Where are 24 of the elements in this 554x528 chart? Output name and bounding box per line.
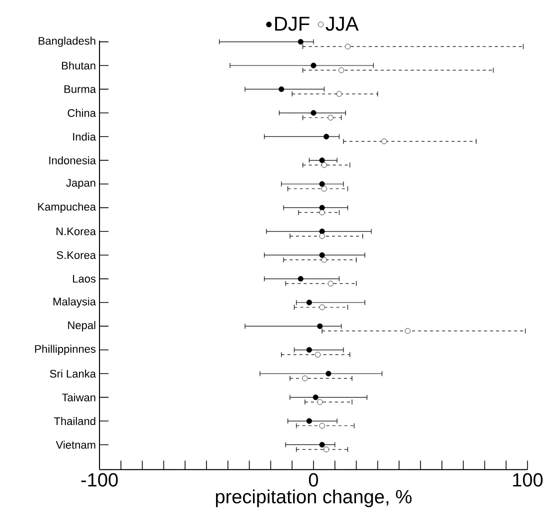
y-tick-label: China — [68, 108, 96, 117]
y-tick-label: Malaysia — [53, 297, 96, 308]
y-tick-label: Nepal — [68, 321, 96, 332]
y-tick-label: India — [73, 132, 96, 141]
x-tick-label: 0 — [308, 473, 318, 487]
legend-label: DJF — [275, 16, 310, 31]
y-tick-label: Laos — [73, 274, 96, 283]
y-tick-label: Japan — [66, 179, 96, 189]
y-tick-label: Burma — [64, 85, 96, 94]
legend-label: JJA — [326, 16, 359, 31]
y-tick-label: Bhutan — [62, 61, 96, 70]
y-tick-label: Indonesia — [49, 156, 96, 164]
x-tick-label: -100 — [81, 473, 118, 487]
y-tick-label: Taiwan — [62, 393, 96, 402]
x-axis-title: precipitation change, % — [216, 489, 412, 508]
y-tick-label: Vietnam — [56, 440, 96, 449]
y-tick-label: Sri Lanka — [50, 370, 96, 378]
y-tick-label: Thailand — [54, 416, 96, 426]
y-tick-label: S.Korea — [56, 251, 96, 259]
y-tick-label: Bangladesh — [38, 36, 96, 47]
x-tick-label: 100 — [513, 473, 543, 487]
y-tick-label: N.Korea — [56, 228, 96, 236]
y-tick-label: Kampuchea — [38, 202, 96, 213]
y-tick-label: Phillippinnes — [35, 344, 96, 356]
